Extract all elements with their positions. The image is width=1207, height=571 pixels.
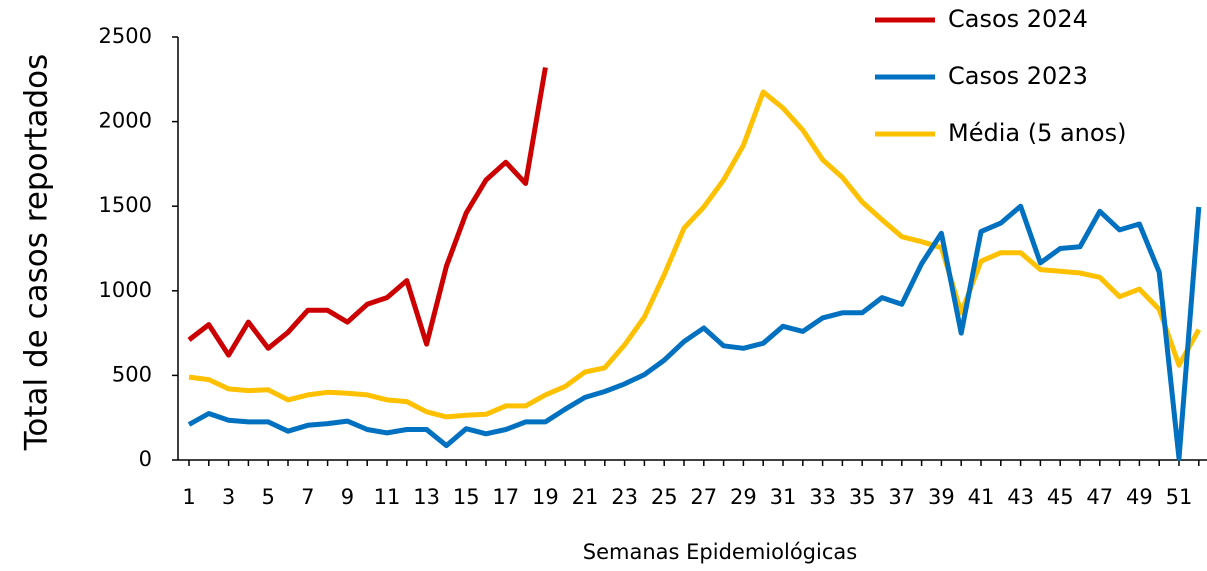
x-tick-label: 19 bbox=[532, 485, 559, 509]
x-tick-label: 37 bbox=[888, 485, 915, 509]
legend-label: Média (5 anos) bbox=[948, 119, 1126, 147]
x-tick-label: 29 bbox=[730, 485, 757, 509]
x-axis-label: Semanas Epidemiológicas bbox=[583, 540, 857, 564]
legend-label: Casos 2024 bbox=[948, 5, 1088, 33]
y-tick-label: 1500 bbox=[99, 193, 152, 217]
x-tick-label: 9 bbox=[341, 485, 354, 509]
x-tick-label: 3 bbox=[222, 485, 235, 509]
y-tick-label: 500 bbox=[112, 362, 152, 386]
y-axis-label: Total de casos reportados bbox=[19, 54, 55, 452]
x-tick-label: 43 bbox=[1007, 485, 1034, 509]
x-tick-label: 17 bbox=[492, 485, 519, 509]
legend-label: Casos 2023 bbox=[948, 62, 1088, 90]
x-tick-label: 13 bbox=[413, 485, 440, 509]
y-tick-label: 2500 bbox=[99, 24, 152, 48]
x-tick-label: 23 bbox=[611, 485, 638, 509]
series-line bbox=[188, 89, 1201, 420]
x-tick-label: 31 bbox=[770, 485, 797, 509]
x-tick-label: 15 bbox=[453, 485, 480, 509]
series-line bbox=[187, 203, 1202, 461]
x-tick-label: 45 bbox=[1047, 485, 1074, 509]
x-tick-label: 1 bbox=[182, 485, 195, 509]
x-tick-label: 51 bbox=[1166, 485, 1193, 509]
x-tick-label: 21 bbox=[572, 485, 599, 509]
x-tick-label: 7 bbox=[301, 485, 314, 509]
x-tick-label: 27 bbox=[690, 485, 717, 509]
x-tick-label: 25 bbox=[651, 485, 678, 509]
y-tick-label: 2000 bbox=[99, 109, 152, 133]
x-tick-label: 47 bbox=[1086, 485, 1113, 509]
x-tick-label: 39 bbox=[928, 485, 955, 509]
x-tick-label: 11 bbox=[374, 485, 401, 509]
x-tick-label: 5 bbox=[262, 485, 275, 509]
x-tick-label: 49 bbox=[1126, 485, 1153, 509]
y-tick-label: 1000 bbox=[99, 278, 152, 302]
x-tick-label: 33 bbox=[809, 485, 836, 509]
x-tick-label: 35 bbox=[849, 485, 876, 509]
x-tick-label: 41 bbox=[968, 485, 995, 509]
series-line bbox=[187, 67, 548, 358]
y-tick-label: 0 bbox=[139, 447, 152, 471]
